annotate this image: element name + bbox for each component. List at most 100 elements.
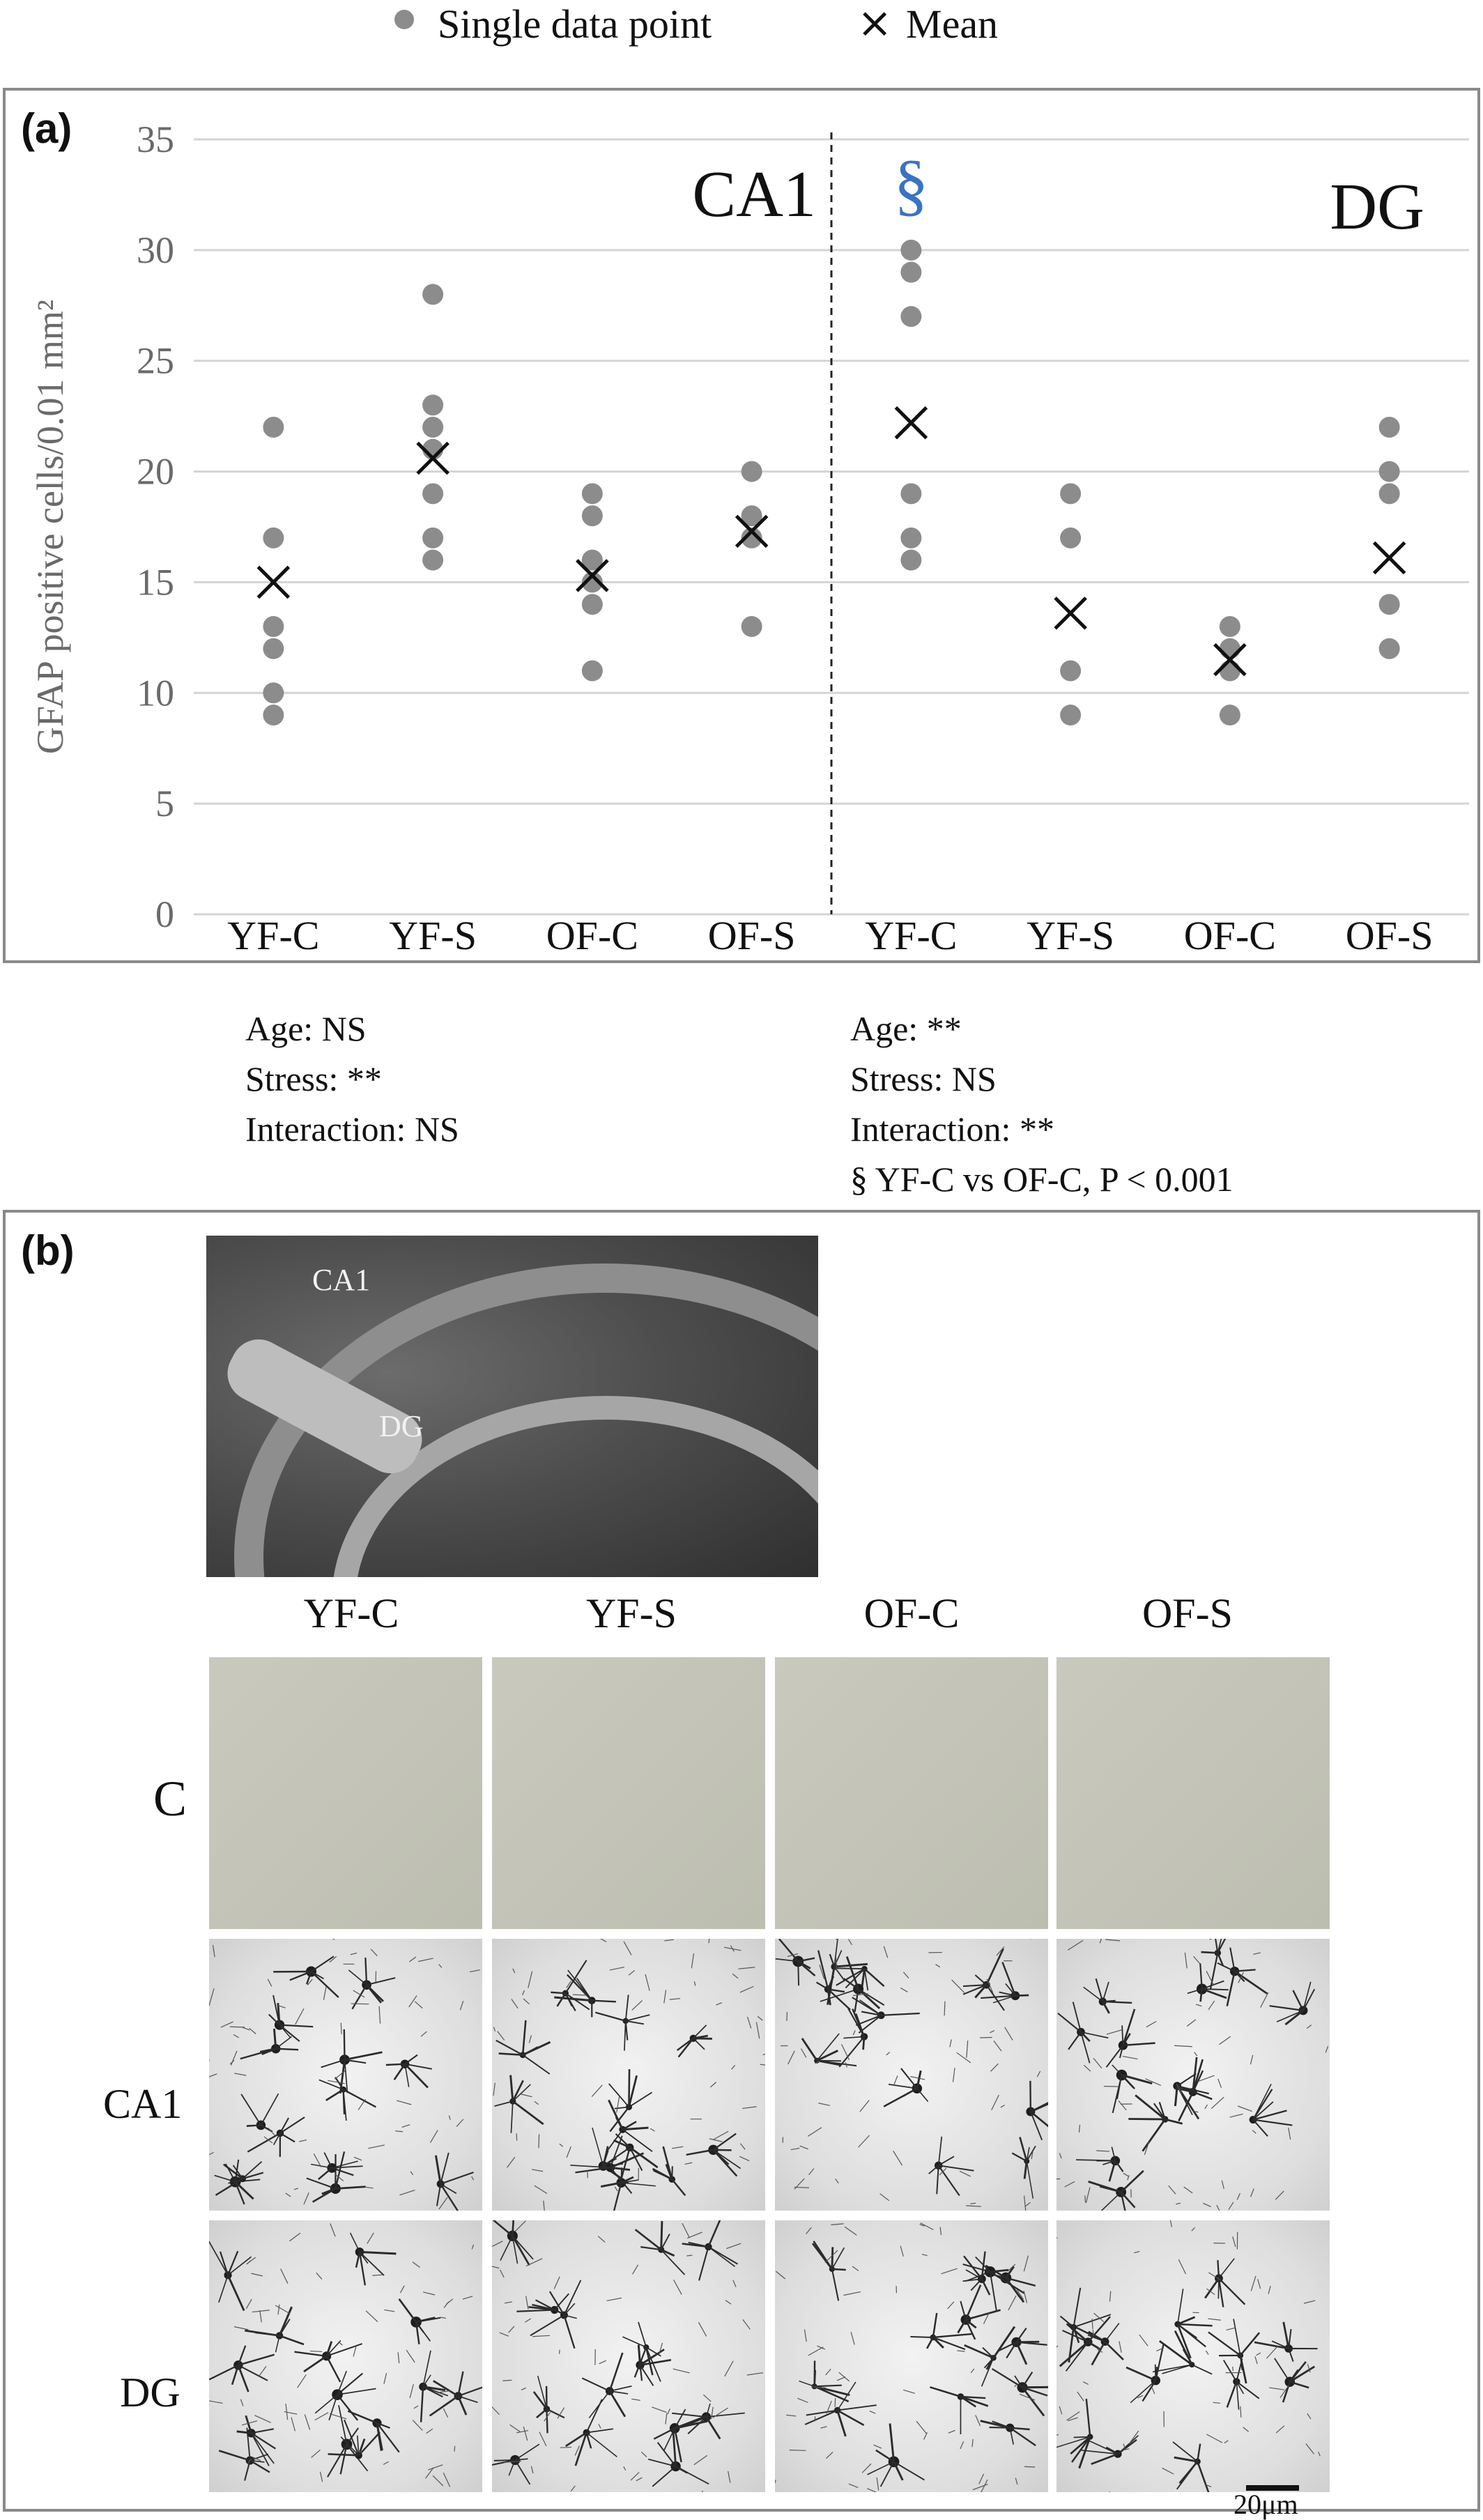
column-label-yf-s: YF-S: [499, 1589, 764, 1638]
legend-mean-marker: ×: [857, 0, 892, 47]
y-tick-label-20: 20: [137, 451, 174, 493]
chart-legend: Single data point × Mean: [0, 0, 1483, 63]
stats-ca1-age: Age: NS: [245, 1004, 459, 1054]
mean-marker-5: [1055, 598, 1086, 629]
micrograph-ca1-0: [209, 1939, 482, 2211]
x-tick-label-0: YF-C: [227, 913, 319, 958]
data-point-4-2: [900, 306, 921, 327]
data-point-7-4: [1379, 638, 1400, 659]
data-point-5-3: [1060, 705, 1081, 725]
region-label-ca1: CA1: [692, 158, 816, 231]
mean-marker-4: [896, 408, 926, 438]
data-point-0-5: [263, 705, 284, 725]
data-point-1-0: [422, 284, 443, 305]
hippocampus-overview-image: CA1 DG: [206, 1236, 818, 1577]
data-point-6-0: [1220, 616, 1240, 637]
x-tick-label-3: OF-S: [708, 913, 796, 958]
micrograph-dg-3: [1056, 2220, 1330, 2492]
data-point-0-1: [263, 528, 284, 548]
stats-ca1: Age: NS Stress: ** Interaction: NS: [245, 1004, 459, 1154]
micrograph-c-0: [209, 1657, 482, 1929]
data-point-1-2: [422, 417, 443, 438]
data-point-3-3: [742, 616, 762, 637]
data-point-2-0: [582, 483, 603, 504]
mean-marker-7: [1374, 542, 1405, 573]
x-tick-label-4: YF-C: [865, 913, 957, 958]
data-point-7-3: [1379, 594, 1400, 615]
gfap-scatter-chart: 0 5 10 15 20 25 30 35 GFAP positive cells/0.01 m…: [6, 91, 1477, 960]
y-tick-label-10: 10: [137, 672, 174, 714]
stats-dg-stress: Stress: NS: [850, 1054, 1234, 1104]
y-tick-label-30: 30: [137, 229, 174, 271]
micrograph-c-2: [775, 1657, 1048, 1929]
y-tick-label-0: 0: [155, 893, 174, 935]
stats-ca1-interaction: Interaction: NS: [245, 1104, 459, 1154]
row-label-c: C: [153, 1774, 187, 1823]
y-tick-label-25: 25: [137, 340, 174, 382]
stats-dg-age: Age: **: [850, 1004, 1234, 1054]
x-tick-label-6: OF-C: [1184, 913, 1276, 958]
region-label-dg: DG: [1330, 171, 1424, 243]
data-point-6-1: [1220, 638, 1240, 659]
data-point-4-0: [900, 240, 921, 261]
data-point-0-4: [263, 682, 284, 703]
column-label-of-s: OF-S: [1055, 1589, 1320, 1638]
data-point-0-3: [263, 638, 284, 659]
data-point-7-0: [1379, 417, 1400, 438]
data-point-3-0: [742, 461, 762, 482]
legend-mean-label: Mean: [906, 0, 998, 49]
data-point-5-2: [1060, 661, 1081, 682]
data-point-2-5: [582, 661, 603, 682]
data-point-4-1: [900, 262, 921, 283]
significance-marker: §: [893, 146, 928, 223]
stats-dg-posthoc: § YF-C vs OF-C, P < 0.001: [850, 1154, 1234, 1204]
data-point-4-3: [900, 483, 921, 504]
legend-data-point-label: Single data point: [438, 0, 712, 49]
data-point-5-1: [1060, 528, 1081, 548]
stats-ca1-stress: Stress: **: [245, 1054, 459, 1104]
micrograph-dg-0: [209, 2220, 482, 2492]
data-point-6-2: [1220, 661, 1240, 682]
data-point-2-1: [582, 505, 603, 526]
data-point-5-0: [1060, 483, 1081, 504]
data-point-7-2: [1379, 483, 1400, 504]
scale-bar-label: 20μm: [1234, 2489, 1298, 2520]
micrograph-c-1: [492, 1657, 765, 1929]
micrograph-c-3: [1056, 1657, 1330, 1929]
overview-label-ca1: CA1: [312, 1262, 370, 1298]
stats-dg: Age: ** Stress: NS Interaction: ** § YF-…: [850, 1004, 1234, 1204]
data-point-1-6: [422, 550, 443, 571]
micrograph-ca1-1: [492, 1939, 765, 2211]
data-point-4-5: [900, 550, 921, 571]
micrograph-ca1-2: [775, 1939, 1048, 2211]
micrograph-ca1-3: [1056, 1939, 1330, 2211]
column-label-yf-c: YF-C: [219, 1589, 484, 1638]
data-point-4-4: [900, 528, 921, 548]
micrograph-dg-2: [775, 2220, 1048, 2492]
row-label-dg: DG: [120, 2368, 180, 2417]
data-point-7-1: [1379, 461, 1400, 482]
overview-label-dg: DG: [379, 1408, 424, 1444]
x-tick-label-5: YF-S: [1027, 913, 1114, 958]
column-label-of-c: OF-C: [779, 1589, 1044, 1638]
stats-dg-interaction: Interaction: **: [850, 1104, 1234, 1154]
data-point-6-3: [1220, 705, 1240, 725]
legend-data-point-marker: [394, 10, 414, 29]
row-label-ca1: CA1: [103, 2080, 182, 2128]
data-point-1-1: [422, 394, 443, 415]
panel-b-letter: (b): [21, 1227, 75, 1275]
micrograph-dg-1: [492, 2220, 765, 2492]
y-tick-label-15: 15: [137, 561, 174, 603]
x-tick-label-2: OF-C: [546, 913, 638, 958]
data-point-0-0: [263, 417, 284, 438]
x-tick-label-7: OF-S: [1346, 913, 1434, 958]
x-tick-label-1: YF-S: [389, 913, 477, 958]
y-axis-label: GFAP positive cells/0.01 mm²: [29, 300, 71, 754]
data-point-1-4: [422, 483, 443, 504]
data-point-1-5: [422, 528, 443, 548]
y-tick-label-35: 35: [137, 118, 174, 160]
y-tick-label-5: 5: [155, 783, 174, 824]
data-point-0-2: [263, 616, 284, 637]
data-point-2-4: [582, 594, 603, 615]
